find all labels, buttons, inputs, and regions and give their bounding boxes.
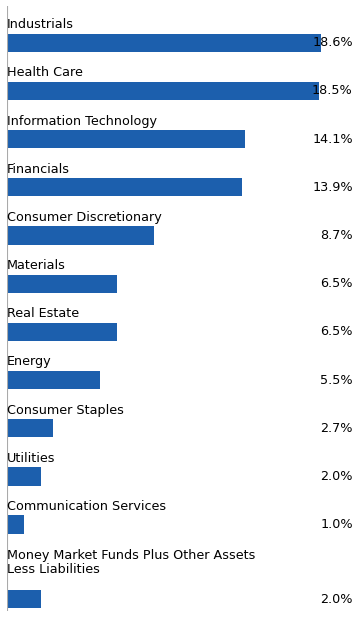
Text: Money Market Funds Plus Other Assets: Money Market Funds Plus Other Assets — [7, 549, 256, 562]
Text: 14.1%: 14.1% — [312, 133, 353, 146]
Bar — [7, 178, 242, 196]
Text: Health Care: Health Care — [7, 67, 83, 80]
Text: 6.5%: 6.5% — [320, 277, 353, 290]
Text: Industrials: Industrials — [7, 19, 74, 31]
Text: Communication Services: Communication Services — [7, 500, 166, 513]
Text: Utilities: Utilities — [7, 452, 56, 465]
Bar — [7, 226, 154, 245]
Bar — [7, 82, 319, 100]
Text: 13.9%: 13.9% — [312, 181, 353, 194]
Text: 5.5%: 5.5% — [320, 373, 353, 386]
Text: Less Liabilities: Less Liabilities — [7, 563, 100, 576]
Bar — [7, 275, 117, 293]
Text: 6.5%: 6.5% — [320, 325, 353, 338]
Bar — [7, 130, 245, 148]
Bar — [7, 467, 41, 486]
Text: 2.0%: 2.0% — [320, 593, 353, 606]
Bar — [7, 419, 53, 437]
Bar — [7, 34, 321, 52]
Bar — [7, 323, 117, 341]
Text: 1.0%: 1.0% — [320, 518, 353, 531]
Text: Financials: Financials — [7, 163, 70, 176]
Bar — [7, 515, 24, 534]
Text: Consumer Staples: Consumer Staples — [7, 404, 124, 416]
Bar — [7, 371, 100, 389]
Text: 8.7%: 8.7% — [320, 229, 353, 242]
Text: Materials: Materials — [7, 259, 66, 272]
Text: Real Estate: Real Estate — [7, 307, 79, 320]
Text: 2.0%: 2.0% — [320, 470, 353, 483]
Bar — [7, 590, 41, 608]
Text: Consumer Discretionary: Consumer Discretionary — [7, 211, 162, 224]
Text: 2.7%: 2.7% — [320, 422, 353, 435]
Text: 18.6%: 18.6% — [312, 36, 353, 49]
Text: Energy: Energy — [7, 355, 52, 368]
Text: Information Technology: Information Technology — [7, 115, 157, 128]
Text: 18.5%: 18.5% — [312, 85, 353, 97]
